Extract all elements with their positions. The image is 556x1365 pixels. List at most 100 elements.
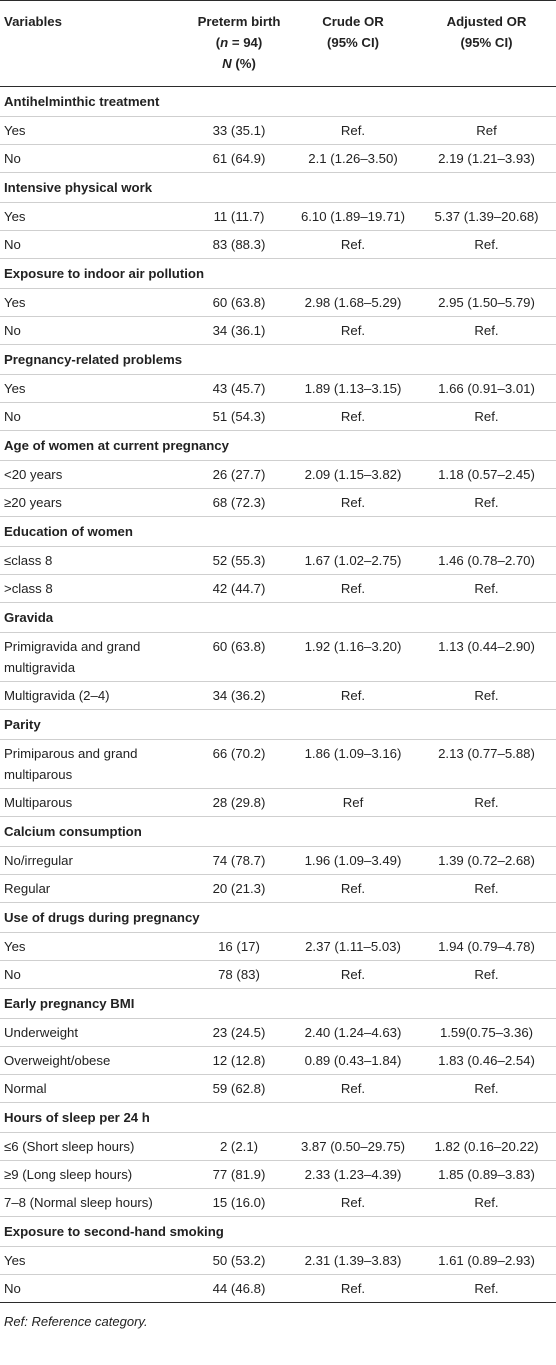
cell-preterm-count: 12 (12.8) xyxy=(189,1046,289,1075)
cell-adjusted-or: Ref. xyxy=(417,230,556,259)
row-label: Yes xyxy=(0,1246,189,1275)
cell-crude-or: Ref. xyxy=(289,960,417,989)
row-label: Yes xyxy=(0,116,189,145)
cell-crude-or: 6.10 (1.89–19.71) xyxy=(289,202,417,231)
table-row: Multiparous 28 (29.8) Ref Ref. xyxy=(0,788,556,817)
section-title: Calcium consumption xyxy=(0,816,556,847)
cell-adjusted-or: Ref. xyxy=(417,316,556,345)
section-title: Gravida xyxy=(0,602,556,633)
cell-adjusted-or: Ref. xyxy=(417,488,556,517)
table-row: Underweight 23 (24.5) 2.40 (1.24–4.63) 1.59… xyxy=(0,1018,556,1047)
row-label: Yes xyxy=(0,374,189,403)
header-variables: Variables xyxy=(0,0,189,87)
cell-preterm-count: 11 (11.7) xyxy=(189,202,289,231)
cell-preterm-count: 33 (35.1) xyxy=(189,116,289,145)
row-label: Underweight xyxy=(0,1018,189,1047)
header-crude-or: Crude OR (95% CI) xyxy=(289,0,417,87)
table-row: No 51 (54.3) Ref. Ref. xyxy=(0,402,556,431)
cell-crude-or: Ref xyxy=(289,788,417,817)
cell-adjusted-or: 2.13 (0.77–5.88) xyxy=(417,739,556,789)
section-row: Education of women xyxy=(0,516,556,547)
table-row: No 83 (88.3) Ref. Ref. xyxy=(0,230,556,259)
section-title: Exposure to second-hand smoking xyxy=(0,1216,556,1247)
row-label: Yes xyxy=(0,202,189,231)
cell-crude-or: 2.31 (1.39–3.83) xyxy=(289,1246,417,1275)
cell-crude-or: 2.33 (1.23–4.39) xyxy=(289,1160,417,1189)
cell-crude-or: 1.89 (1.13–3.15) xyxy=(289,374,417,403)
row-label: No/irregular xyxy=(0,846,189,875)
section-row: Pregnancy-related problems xyxy=(0,344,556,375)
table-row: ≥20 years 68 (72.3) Ref. Ref. xyxy=(0,488,556,517)
header-preterm-line1: Preterm birth xyxy=(197,14,281,29)
section-row: Parity xyxy=(0,709,556,740)
section-row: Use of drugs during pregnancy xyxy=(0,902,556,933)
section-title: Early pregnancy BMI xyxy=(0,988,556,1019)
cell-adjusted-or: 1.59(0.75–3.36) xyxy=(417,1018,556,1047)
table-row: Primigravida and grand multigravida 60 (6… xyxy=(0,632,556,682)
row-label: ≥20 years xyxy=(0,488,189,517)
cell-preterm-count: 60 (63.8) xyxy=(189,288,289,317)
section-row: Age of women at current pregnancy xyxy=(0,430,556,461)
cell-adjusted-or: 2.95 (1.50–5.79) xyxy=(417,288,556,317)
cell-adjusted-or: 1.85 (0.89–3.83) xyxy=(417,1160,556,1189)
table-row: Yes 43 (45.7) 1.89 (1.13–3.15) 1.66 (0.91–3… xyxy=(0,374,556,403)
cell-preterm-count: 16 (17) xyxy=(189,932,289,961)
row-label: Yes xyxy=(0,932,189,961)
table-row: Yes 16 (17) 2.37 (1.11–5.03) 1.94 (0.79–4.7… xyxy=(0,932,556,961)
table-row: No 34 (36.1) Ref. Ref. xyxy=(0,316,556,345)
header-preterm-line3: N (%) xyxy=(222,56,256,71)
cell-adjusted-or: 1.18 (0.57–2.45) xyxy=(417,460,556,489)
section-row: Early pregnancy BMI xyxy=(0,988,556,1019)
section-row: Gravida xyxy=(0,602,556,633)
cell-preterm-count: 20 (21.3) xyxy=(189,874,289,903)
row-label: >class 8 xyxy=(0,574,189,603)
section-title: Use of drugs during pregnancy xyxy=(0,902,556,933)
cell-adjusted-or: 5.37 (1.39–20.68) xyxy=(417,202,556,231)
cell-adjusted-or: 1.66 (0.91–3.01) xyxy=(417,374,556,403)
cell-crude-or: Ref. xyxy=(289,1074,417,1103)
table-row: No 44 (46.8) Ref. Ref. xyxy=(0,1274,556,1303)
cell-crude-or: 2.98 (1.68–5.29) xyxy=(289,288,417,317)
row-label: ≥9 (Long sleep hours) xyxy=(0,1160,189,1189)
cell-crude-or: 0.89 (0.43–1.84) xyxy=(289,1046,417,1075)
section-row: Antihelminthic treatment xyxy=(0,86,556,117)
cell-crude-or: Ref. xyxy=(289,116,417,145)
section-title: Exposure to indoor air pollution xyxy=(0,258,556,289)
cell-crude-or: Ref. xyxy=(289,402,417,431)
cell-crude-or: 3.87 (0.50–29.75) xyxy=(289,1132,417,1161)
cell-preterm-count: 66 (70.2) xyxy=(189,739,289,789)
section-row: Exposure to indoor air pollution xyxy=(0,258,556,289)
cell-crude-or: Ref. xyxy=(289,316,417,345)
section-title: Education of women xyxy=(0,516,556,547)
cell-crude-or: 2.09 (1.15–3.82) xyxy=(289,460,417,489)
cell-preterm-count: 83 (88.3) xyxy=(189,230,289,259)
cell-adjusted-or: 1.82 (0.16–20.22) xyxy=(417,1132,556,1161)
cell-preterm-count: 34 (36.1) xyxy=(189,316,289,345)
row-label: Multigravida (2–4) xyxy=(0,681,189,710)
row-label: No xyxy=(0,230,189,259)
cell-crude-or: Ref. xyxy=(289,1188,417,1217)
cell-preterm-count: 26 (27.7) xyxy=(189,460,289,489)
table-row: ≥9 (Long sleep hours) 77 (81.9) 2.33 (1.23… xyxy=(0,1160,556,1189)
section-title: Parity xyxy=(0,709,556,740)
table-row: ≤6 (Short sleep hours) 2 (2.1) 3.87 (0.50–… xyxy=(0,1132,556,1161)
row-label: No xyxy=(0,402,189,431)
row-label: Yes xyxy=(0,288,189,317)
row-label: Normal xyxy=(0,1074,189,1103)
table-footnote: Ref: Reference category. xyxy=(4,1314,148,1329)
row-label: 7–8 (Normal sleep hours) xyxy=(0,1188,189,1217)
row-label: Primiparous and grand multiparous xyxy=(0,739,189,789)
cell-preterm-count: 61 (64.9) xyxy=(189,144,289,173)
cell-preterm-count: 59 (62.8) xyxy=(189,1074,289,1103)
cell-preterm-count: 74 (78.7) xyxy=(189,846,289,875)
cell-preterm-count: 2 (2.1) xyxy=(189,1132,289,1161)
cell-adjusted-or: 1.39 (0.72–2.68) xyxy=(417,846,556,875)
table-row: No 61 (64.9) 2.1 (1.26–3.50) 2.19 (1.21–3.9… xyxy=(0,144,556,173)
row-label: Regular xyxy=(0,874,189,903)
table-row: Yes 33 (35.1) Ref. Ref xyxy=(0,116,556,145)
cell-preterm-count: 28 (29.8) xyxy=(189,788,289,817)
row-label: No xyxy=(0,960,189,989)
table-row: <20 years 26 (27.7) 2.09 (1.15–3.82) 1.18 (… xyxy=(0,460,556,489)
cell-crude-or: 2.40 (1.24–4.63) xyxy=(289,1018,417,1047)
cell-preterm-count: 50 (53.2) xyxy=(189,1246,289,1275)
